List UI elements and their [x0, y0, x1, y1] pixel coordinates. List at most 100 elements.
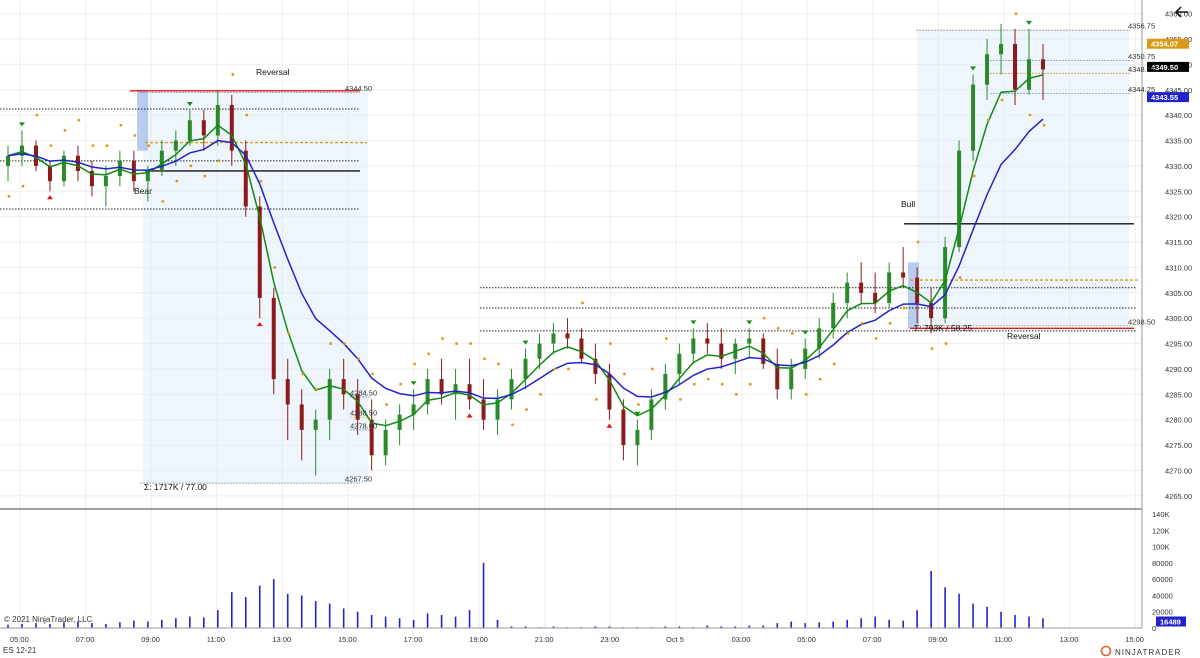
candle-body	[593, 358, 598, 375]
sar-dot	[399, 382, 403, 386]
time-tick-label: 03:00	[732, 635, 751, 644]
ema-slow-line	[7, 118, 1044, 400]
sar-dot	[888, 321, 892, 325]
time-tick-label: 13:00	[1060, 635, 1079, 644]
sar-dot	[958, 276, 962, 279]
sar-dot	[427, 352, 430, 356]
price-tag-label: 4349.50	[1151, 63, 1178, 72]
sar-dot	[203, 174, 207, 178]
price-tag	[1147, 38, 1189, 49]
sar-dot	[147, 144, 151, 147]
volume-tick-label: 0	[1152, 624, 1156, 633]
left-arrow-icon[interactable]	[1174, 6, 1188, 18]
price-tick-label: 4310.00	[1165, 263, 1192, 272]
candle-body	[61, 155, 66, 182]
signal-down-marker	[18, 122, 25, 127]
axes: 4265.00 4270.00 4275.00 4280.00 4285.00 4290.…	[0, 0, 1192, 644]
sar-dot	[818, 377, 822, 381]
sar-dot	[636, 403, 640, 406]
price-tag	[1147, 61, 1189, 72]
signal-down-marker	[746, 320, 753, 325]
sar-dot	[217, 159, 221, 163]
sar-dot	[441, 337, 444, 340]
candle-body	[845, 282, 850, 303]
level-label: 4267.50	[345, 475, 372, 484]
candle-body	[6, 155, 10, 166]
candle-body	[299, 404, 304, 430]
level-label: 4344.50	[345, 84, 372, 93]
candle-body	[663, 374, 668, 400]
price-tick-label: 4290.00	[1165, 365, 1192, 374]
candle-body	[397, 414, 402, 430]
sar-dot	[748, 382, 752, 386]
price-tick-label: 4320.00	[1165, 213, 1192, 222]
candle-body	[999, 44, 1004, 55]
sar-dot	[259, 179, 263, 183]
candle-body	[677, 353, 682, 375]
signals	[18, 20, 1033, 428]
candle-body	[719, 343, 724, 359]
sar-dot	[623, 372, 626, 376]
candle-body	[817, 328, 822, 349]
candle-body	[229, 104, 234, 151]
sar-dot	[469, 342, 472, 345]
sar-dot	[874, 337, 878, 340]
candle-body	[369, 419, 374, 456]
volume-tick-label: 120K	[1152, 526, 1170, 535]
sar-dot	[916, 240, 920, 244]
time-tick-label: 07:00	[76, 635, 95, 644]
candle-body	[1027, 59, 1032, 90]
sar-dot	[609, 342, 612, 345]
signal-down-marker	[634, 411, 641, 416]
price-tick-label: 4295.00	[1165, 340, 1192, 349]
candle-body	[705, 338, 710, 344]
candle-body	[145, 170, 150, 182]
sar-dot	[511, 423, 514, 427]
annotation-label: Σ: 1717K / 77.00	[144, 482, 207, 492]
candle-body	[747, 338, 752, 344]
time-tick-label: 13:00	[272, 635, 291, 644]
time-tick-label: 11:00	[207, 635, 225, 644]
candle-body	[1041, 59, 1045, 70]
grid	[0, 0, 1142, 628]
signal-down-marker	[970, 66, 977, 71]
candle-body	[761, 338, 766, 364]
time-tick-label: 15:00	[338, 635, 357, 644]
candle-body	[201, 120, 206, 136]
signal-up-marker	[46, 195, 53, 200]
candle-body	[243, 150, 248, 207]
sar-dot	[776, 326, 780, 330]
candle-body	[47, 165, 52, 182]
highlight-bar-left	[137, 89, 148, 151]
candle-body	[929, 302, 934, 319]
levels	[0, 29, 1138, 484]
brand-logo: NINJATRADER	[1115, 648, 1181, 657]
sar-dot	[581, 301, 584, 305]
price-tick-label: 4270.00	[1165, 466, 1192, 475]
parabolic-sar	[7, 12, 1046, 427]
instrument-label: ES 12-21	[3, 646, 37, 655]
price-tick-label: 4345.00	[1165, 86, 1192, 95]
sar-dot	[175, 179, 179, 183]
candle-body	[173, 140, 178, 151]
sar-dot	[49, 144, 53, 147]
annotation-label: Bull	[901, 199, 915, 209]
sar-dot	[161, 200, 165, 203]
labels: 4344.50 4267.50 4284.50 4280.50 4278.00 4356.…	[134, 22, 1155, 492]
level-label: 4350.75	[1128, 52, 1155, 61]
candle-body	[285, 379, 290, 405]
signal-up-marker	[256, 322, 263, 327]
candle-body	[383, 429, 388, 456]
level-label: 4280.50	[350, 409, 377, 418]
ema-fast-line	[7, 74, 1044, 427]
annotation-label: Reversal	[256, 67, 290, 77]
annotation-label: Σ: 793K / 58.25	[914, 323, 972, 333]
candle-body	[537, 343, 542, 359]
sar-dot	[664, 337, 668, 340]
candle-body	[579, 338, 584, 359]
sar-dot	[91, 144, 95, 147]
sar-dot	[525, 408, 528, 411]
candle-body	[859, 282, 864, 293]
sar-dot	[343, 342, 347, 345]
sar-dot	[287, 332, 291, 335]
